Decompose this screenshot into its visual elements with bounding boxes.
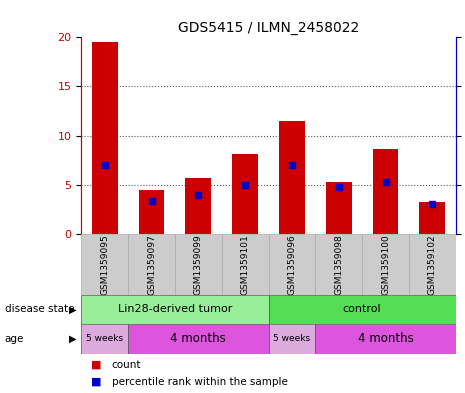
Bar bbox=[279, 121, 305, 234]
Text: GSM1359100: GSM1359100 bbox=[381, 234, 390, 295]
Bar bbox=[128, 234, 175, 295]
Text: 4 months: 4 months bbox=[358, 332, 413, 345]
Bar bbox=[268, 295, 456, 324]
Text: 5 weeks: 5 weeks bbox=[273, 334, 311, 343]
Text: 5 weeks: 5 weeks bbox=[86, 334, 123, 343]
Bar bbox=[315, 324, 456, 354]
Bar bbox=[268, 234, 315, 295]
Text: ■: ■ bbox=[91, 377, 101, 387]
Bar bbox=[128, 324, 268, 354]
Text: disease state: disease state bbox=[5, 305, 74, 314]
Bar bbox=[268, 324, 315, 354]
Text: GSM1359101: GSM1359101 bbox=[241, 234, 250, 295]
Bar bbox=[372, 149, 399, 234]
Bar bbox=[232, 154, 258, 234]
Text: control: control bbox=[343, 305, 381, 314]
Text: ▶: ▶ bbox=[69, 305, 77, 314]
Text: age: age bbox=[5, 334, 24, 344]
Text: GSM1359097: GSM1359097 bbox=[147, 234, 156, 295]
Text: 4 months: 4 months bbox=[171, 332, 226, 345]
Text: GSM1359096: GSM1359096 bbox=[287, 234, 296, 295]
Text: ■: ■ bbox=[91, 360, 101, 370]
Text: Lin28-derived tumor: Lin28-derived tumor bbox=[118, 305, 232, 314]
Bar bbox=[419, 202, 445, 234]
Bar bbox=[92, 42, 118, 234]
Bar bbox=[186, 178, 211, 234]
Bar bbox=[175, 234, 222, 295]
Bar bbox=[139, 189, 165, 234]
Bar bbox=[326, 182, 352, 234]
Bar bbox=[315, 234, 362, 295]
Bar bbox=[81, 234, 128, 295]
Bar bbox=[409, 234, 456, 295]
Bar bbox=[362, 234, 409, 295]
Bar bbox=[81, 324, 128, 354]
Text: GSM1359099: GSM1359099 bbox=[194, 234, 203, 295]
Text: ▶: ▶ bbox=[69, 334, 77, 344]
Text: GSM1359102: GSM1359102 bbox=[428, 234, 437, 295]
Text: percentile rank within the sample: percentile rank within the sample bbox=[112, 377, 287, 387]
Title: GDS5415 / ILMN_2458022: GDS5415 / ILMN_2458022 bbox=[178, 21, 359, 35]
Text: GSM1359098: GSM1359098 bbox=[334, 234, 343, 295]
Bar bbox=[81, 295, 268, 324]
Text: GSM1359095: GSM1359095 bbox=[100, 234, 109, 295]
Text: count: count bbox=[112, 360, 141, 370]
Bar bbox=[222, 234, 268, 295]
